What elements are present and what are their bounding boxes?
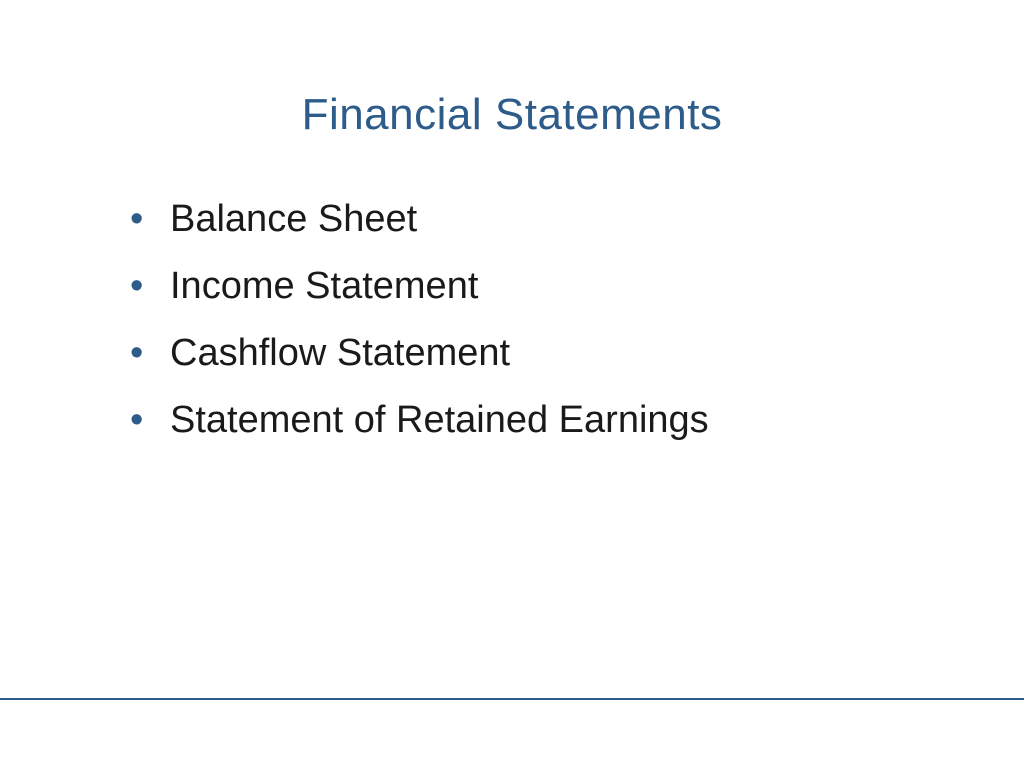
- slide-container: Financial Statements Balance Sheet Incom…: [0, 0, 1024, 768]
- divider-line: [0, 698, 1024, 700]
- bullet-item: Statement of Retained Earnings: [130, 391, 924, 450]
- bullet-item: Balance Sheet: [130, 190, 924, 249]
- bullet-list: Balance Sheet Income Statement Cashflow …: [100, 190, 924, 450]
- bullet-item: Cashflow Statement: [130, 324, 924, 383]
- bullet-item: Income Statement: [130, 257, 924, 316]
- slide-title: Financial Statements: [100, 90, 924, 140]
